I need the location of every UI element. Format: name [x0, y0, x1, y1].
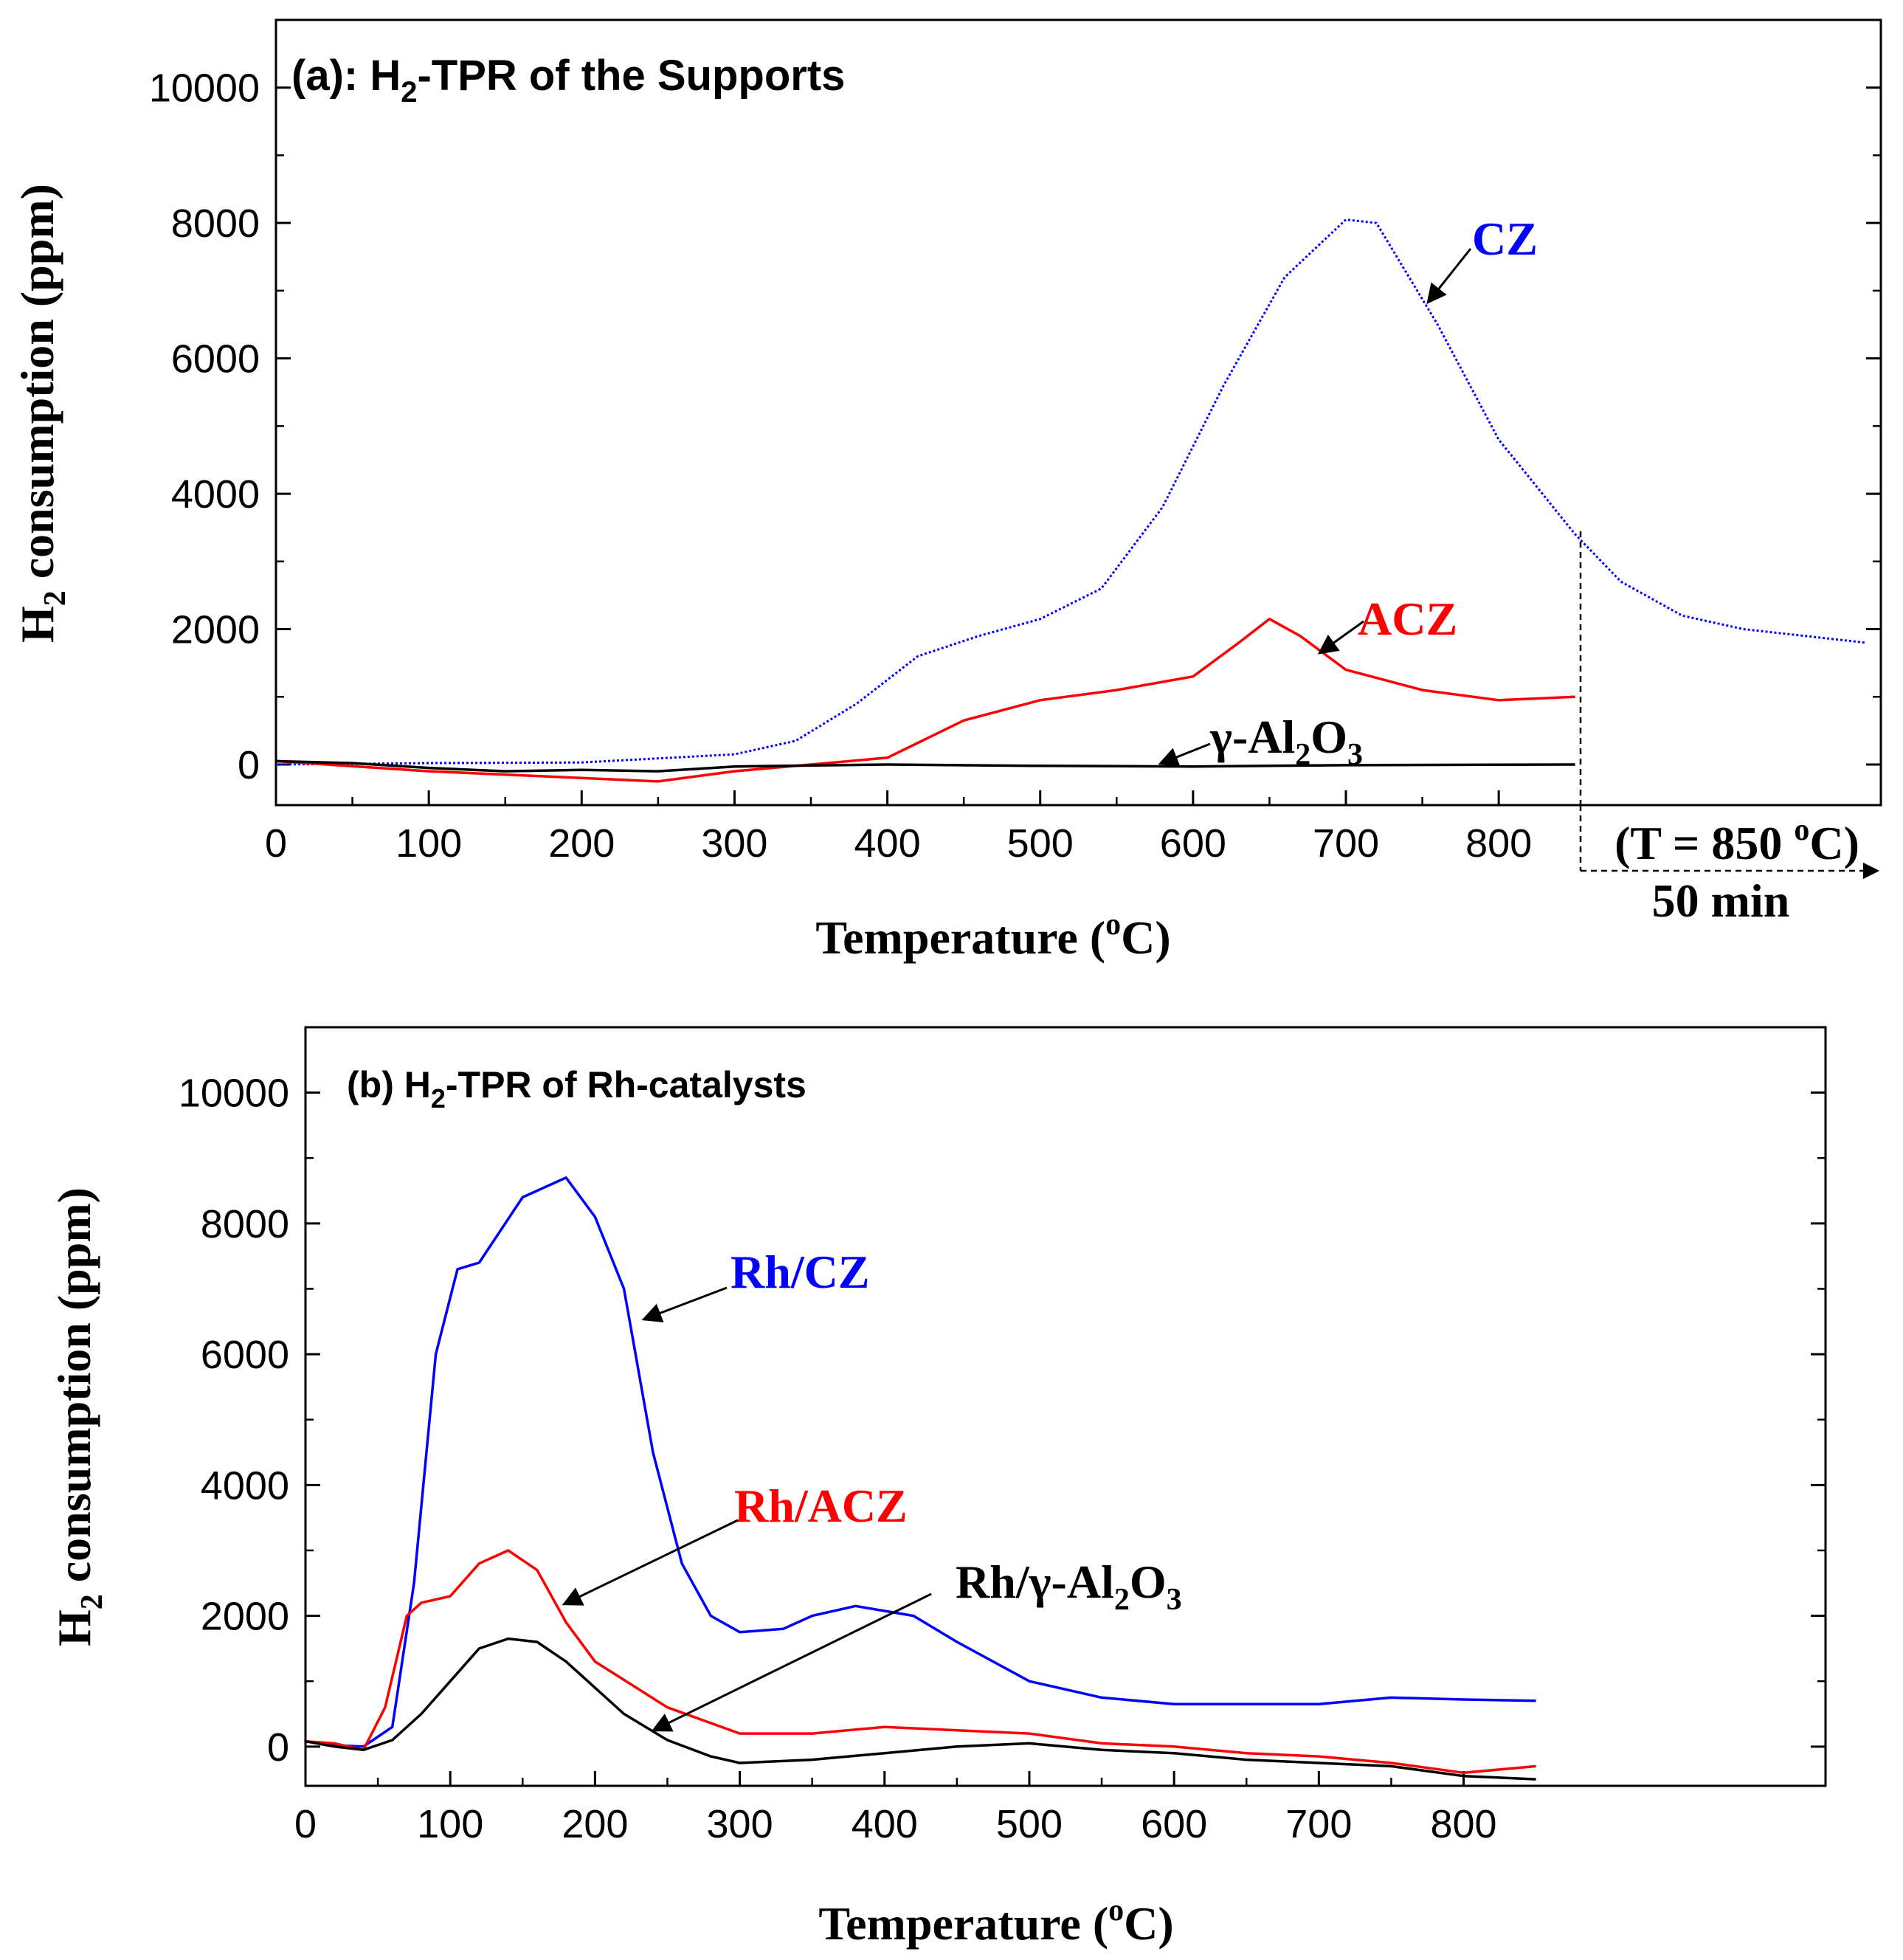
- hold-duration-label: 50 min: [1652, 874, 1790, 927]
- arrow-rh-cz: [641, 1286, 728, 1322]
- panel-a-xlabel: Temperature (oC): [815, 908, 1170, 964]
- panel-a-ytick-label: 0: [238, 743, 260, 787]
- arrow-cz: [1426, 248, 1472, 305]
- arrow-al2o3: [1158, 742, 1211, 767]
- panel-a-xtick-label: 600: [1160, 821, 1226, 866]
- label-rh-al2o3: Rh/γ-Al2O3: [956, 1556, 1182, 1617]
- arrow-acz: [1317, 620, 1364, 655]
- panel-a-xtick-label: 700: [1313, 821, 1379, 866]
- panel-b-xtick-label: 500: [996, 1802, 1063, 1846]
- panel-a: 0 100 200 300 400 500 600 700 800 0 2000 4000 6000 8…: [11, 18, 1882, 964]
- panel-a-xtick-label: 300: [701, 821, 767, 866]
- arrow-rh-acz: [562, 1519, 739, 1606]
- panel-b-xlabel: Temperature (oC): [818, 1894, 1173, 1950]
- panel-a-xtick-label: 500: [1007, 821, 1074, 866]
- panel-b-xtick-label: 300: [707, 1802, 773, 1846]
- panel-a-ytick-label: 4000: [171, 472, 260, 517]
- label-acz: ACZ: [1358, 593, 1457, 645]
- panel-b: 0 100 200 300 400 500 600 700 800 0 2000 4000 6000 8…: [48, 1026, 1827, 1950]
- panel-a-xtick-label: 400: [854, 821, 921, 866]
- panel-b-ylabel: H2 consumption (ppm): [48, 1187, 109, 1646]
- panel-a-xtick-label: 200: [548, 821, 615, 866]
- panel-b-xtick-label: 700: [1285, 1802, 1352, 1846]
- panel-a-ytick-label: 8000: [171, 201, 260, 246]
- panel-a-title: (a): H2-TPR of the Supports: [291, 52, 845, 108]
- label-cz: CZ: [1472, 213, 1538, 265]
- panel-a-series--al2o3-line: [275, 759, 1575, 773]
- panel-a-xtick-label: 800: [1465, 821, 1532, 866]
- panel-a-ytick-label: 6000: [171, 337, 260, 382]
- hold-temp-label: (T = 850 oC): [1614, 813, 1859, 869]
- panel-b-ytick-label: 8000: [201, 1202, 289, 1246]
- panel-a-frame: [274, 18, 1882, 807]
- panel-b-series-rh-al2o3-line: [305, 1637, 1536, 1781]
- panel-a-ylabel: H2 consumption (ppm): [11, 184, 72, 643]
- panel-b-series-rh-acz-line: [305, 1549, 1536, 1775]
- panel-b-series-rh-cz-line: [305, 1176, 1536, 1748]
- panel-b-xtick-label: 200: [562, 1802, 628, 1846]
- label-rh-acz: Rh/ACZ: [734, 1480, 908, 1532]
- panel-b-xtick-label: 0: [294, 1802, 317, 1846]
- panel-b-ytick-label: 2000: [201, 1595, 289, 1639]
- panel-b-ytick-label: 6000: [201, 1333, 289, 1377]
- panel-b-xtick-label: 600: [1141, 1802, 1207, 1846]
- panel-a-xtick-label: 0: [265, 821, 287, 866]
- panel-b-xtick-label: 800: [1430, 1802, 1496, 1846]
- label-rh-cz: Rh/CZ: [731, 1246, 870, 1298]
- panel-b-title: (b) H2-TPR of Rh-catalysts: [347, 1064, 807, 1114]
- panel-a-ytick-label: 10000: [149, 66, 260, 111]
- panel-a-series-cz-line: [275, 218, 1866, 766]
- panel-a-series-acz-line: [275, 618, 1575, 783]
- panel-b-ytick-label: 4000: [201, 1463, 289, 1508]
- panel-b-ytick-label: 10000: [179, 1072, 289, 1116]
- panel-a-xtick-label: 100: [396, 821, 462, 866]
- label-al2o3: γ-Al2O3: [1209, 711, 1363, 772]
- panel-b-frame: [304, 1026, 1827, 1787]
- panel-a-ytick-label: 2000: [171, 608, 260, 652]
- arrow-rh-al2o3: [651, 1592, 932, 1732]
- panel-b-ytick-label: 0: [267, 1725, 289, 1770]
- panel-b-xtick-label: 100: [417, 1802, 483, 1846]
- panel-b-xtick-label: 400: [852, 1802, 918, 1846]
